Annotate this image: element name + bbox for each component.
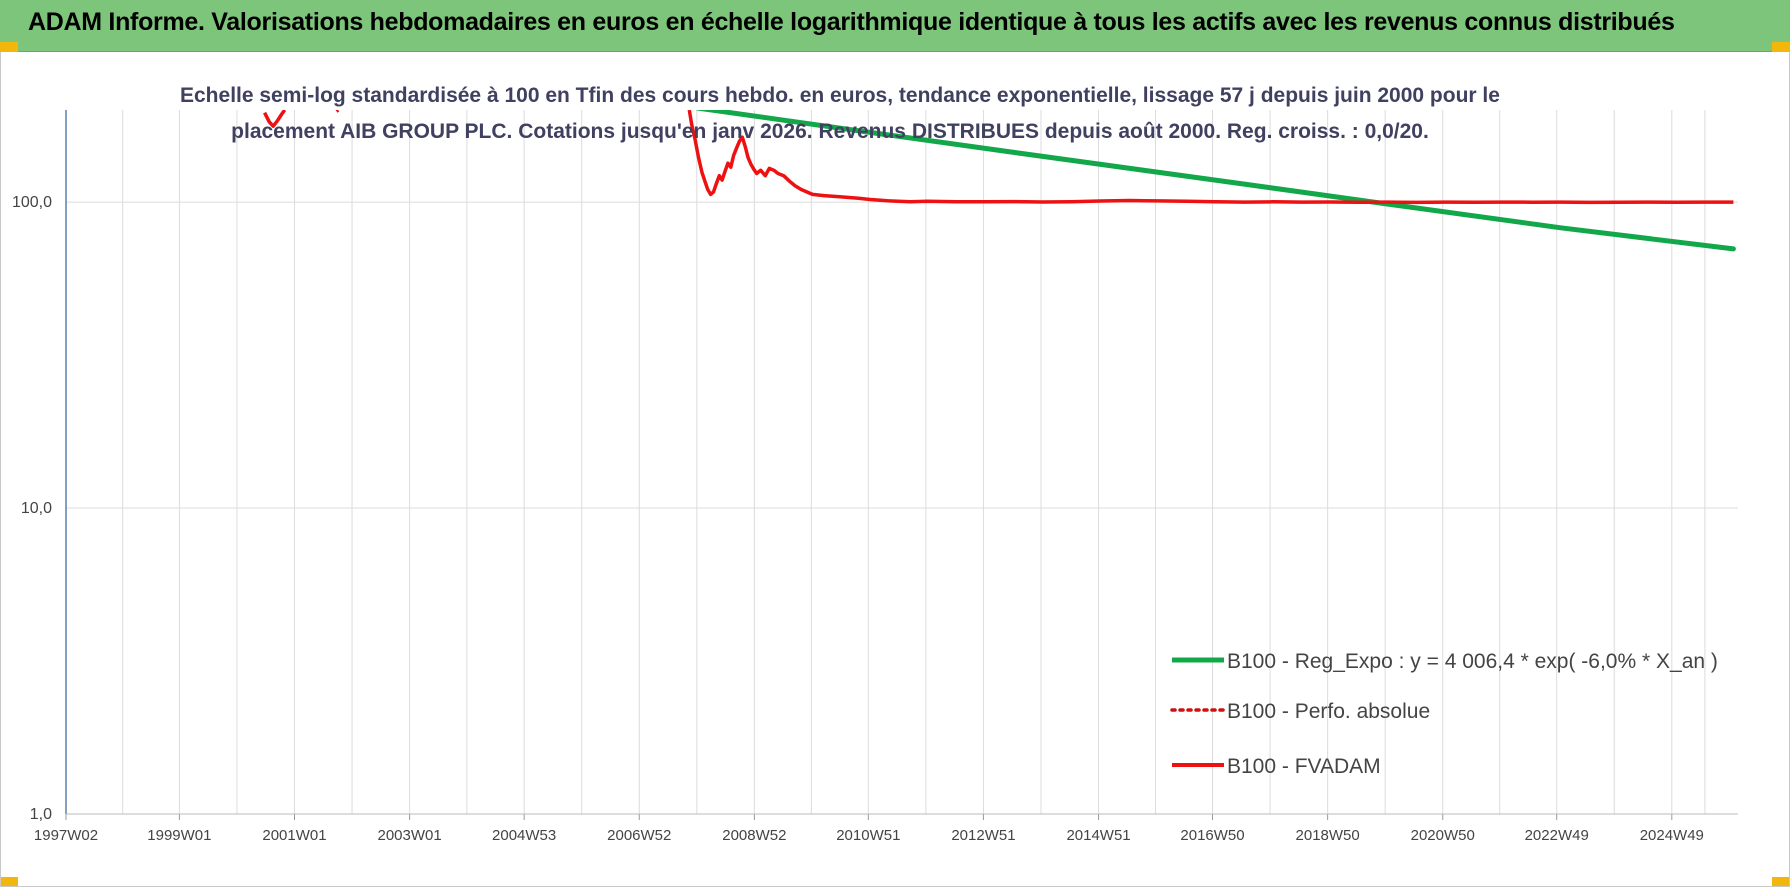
x-tick-label-6: 2008W52 — [722, 827, 786, 844]
chart-subtitle-line-2: placement AIB GROUP PLC. Cotations jusqu… — [231, 120, 1429, 143]
legend-label-0: B100 - Reg_Expo : y = 4 006,4 * exp( -6,… — [1227, 650, 1718, 673]
corner-marker-bottom-left — [0, 877, 18, 887]
series-reg-expo-line — [695, 110, 1736, 252]
x-tick-label-10: 2016W50 — [1180, 827, 1244, 844]
x-tick-label-3: 2003W01 — [377, 827, 441, 844]
corner-marker-top-left — [0, 42, 18, 52]
x-tick-label-8: 2012W51 — [951, 827, 1015, 844]
page-title: ADAM Informe. Valorisations hebdomadaire… — [28, 8, 1675, 36]
x-tick-label-1: 1999W01 — [147, 827, 211, 844]
x-tick-label-5: 2006W52 — [607, 827, 671, 844]
x-tick-label-12: 2020W50 — [1411, 827, 1475, 844]
x-tick-label-0: 1997W02 — [34, 827, 98, 844]
corner-marker-bottom-right — [1772, 877, 1790, 887]
x-tick-label-14: 2024W49 — [1640, 827, 1704, 844]
x-tick-label-11: 2018W50 — [1296, 827, 1360, 844]
series-fvadam-line-0 — [263, 110, 287, 128]
title-banner: ADAM Informe. Valorisations hebdomadaire… — [0, 0, 1790, 52]
y-tick-label-2: 100,0 — [12, 194, 52, 211]
legend-label-2: B100 - FVADAM — [1227, 755, 1381, 778]
x-tick-label-2: 2001W01 — [262, 827, 326, 844]
legend-label-1: B100 - Perfo. absolue — [1227, 700, 1430, 723]
corner-marker-top-right — [1772, 42, 1790, 52]
y-tick-label-1: 10,0 — [21, 500, 52, 517]
x-tick-label-4: 2004W53 — [492, 827, 556, 844]
y-tick-label-0: 1,0 — [30, 806, 52, 823]
x-tick-label-13: 2022W49 — [1525, 827, 1589, 844]
x-tick-label-7: 2010W51 — [836, 827, 900, 844]
chart-subtitle: Echelle semi-log standardisée à 100 en T… — [180, 78, 1500, 150]
chart-area: 1997W02 1999W01 2001W01 2003W01 2004W53 2006W… — [12, 110, 1738, 844]
x-tick-label-9: 2014W51 — [1066, 827, 1130, 844]
series-fvadam-line-1 — [335, 110, 340, 113]
chart-subtitle-line-1: Echelle semi-log standardisée à 100 en T… — [180, 84, 1500, 107]
series-fvadam-line-2 — [687, 110, 1734, 205]
